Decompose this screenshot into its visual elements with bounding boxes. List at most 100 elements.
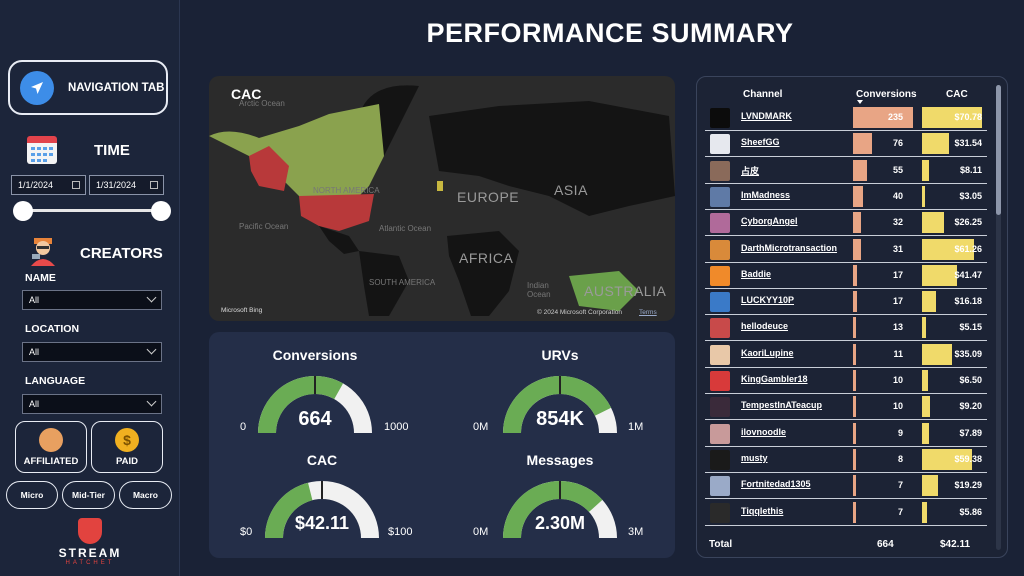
channel-avatar xyxy=(710,239,730,260)
channel-name[interactable]: DarthMicrotransaction xyxy=(741,242,838,253)
table-row[interactable]: CyborgAngel 32 $26.25 xyxy=(705,210,987,237)
cac-bar xyxy=(922,422,929,444)
cac-value: $35.09 xyxy=(954,348,982,359)
location-filter-dropdown[interactable]: All xyxy=(22,342,162,362)
table-row[interactable]: ilovnoodle 9 $7.89 xyxy=(705,421,987,447)
tier-micro-button[interactable]: Micro xyxy=(6,481,58,509)
column-header-conversions[interactable]: Conversions xyxy=(856,89,917,100)
map-label-europe: EUROPE xyxy=(457,189,520,205)
name-filter-dropdown[interactable]: All xyxy=(22,290,162,310)
channel-name[interactable]: ilovnoodle xyxy=(741,426,786,437)
channel-name[interactable]: hellodeuce xyxy=(741,321,789,332)
map-label-arctic: Arctic Ocean xyxy=(239,99,285,108)
tier-mid-tier-button[interactable]: Mid-Tier xyxy=(62,481,115,509)
dollar-coin-icon: $ xyxy=(115,428,139,452)
cac-bar xyxy=(922,501,927,523)
conversions-bar xyxy=(853,501,856,523)
navigation-tab-button[interactable]: NAVIGATION TAB xyxy=(8,60,168,115)
channel-name[interactable]: LUCKYY10P xyxy=(741,295,795,306)
creator-avatar-icon xyxy=(28,234,58,266)
channel-name[interactable]: Baddie xyxy=(741,268,772,279)
table-row[interactable]: Fortnitedad1305 7 $19.29 xyxy=(705,473,987,500)
language-filter-dropdown[interactable]: All xyxy=(22,394,162,414)
affiliated-label: AFFILIATED xyxy=(23,456,79,467)
channel-name[interactable]: musty xyxy=(741,452,768,463)
cac-bar xyxy=(922,475,939,497)
table-row[interactable]: SheefGG 76 $31.54 xyxy=(705,131,987,158)
slider-end-handle[interactable] xyxy=(151,201,171,221)
cac-bar xyxy=(922,133,949,155)
slider-start-handle[interactable] xyxy=(13,201,33,221)
channel-name[interactable]: CyborgAngel xyxy=(741,216,798,227)
conversions-value: 31 xyxy=(892,243,903,254)
messages-gauge-value: 2.30M xyxy=(534,513,586,533)
urvs-gauge-title: URVs xyxy=(541,347,579,363)
table-scrollbar[interactable] xyxy=(996,85,1001,550)
table-row[interactable]: LUCKYY10P 17 $16.18 xyxy=(705,289,987,316)
channel-name[interactable]: KingGambler18 xyxy=(741,374,808,384)
map-label-south-america: SOUTH AMERICA xyxy=(369,278,436,287)
table-row[interactable]: TempestInATeacup 10 $9.20 xyxy=(705,394,987,421)
affiliated-button[interactable]: AFFILIATED xyxy=(15,421,87,473)
end-date-value: 1/31/2024 xyxy=(96,180,137,190)
channel-name[interactable]: KaoriLupine xyxy=(741,347,794,358)
cac-gauge-value: $42.11 xyxy=(294,513,350,533)
table-row[interactable]: DarthMicrotransaction 31 $61.26 xyxy=(705,237,987,263)
cac-value: $3.05 xyxy=(959,190,982,201)
conversions-bar xyxy=(853,422,856,444)
channel-name[interactable]: 占皮 xyxy=(741,165,760,176)
handshake-icon xyxy=(39,428,63,452)
table-row[interactable]: LVNDMARK 235 $70.78 xyxy=(705,105,987,131)
conversions-gauge-min: 0 xyxy=(240,421,247,433)
table-row[interactable]: musty 8 $59.38 xyxy=(705,447,987,473)
cac-bar xyxy=(922,238,974,260)
conversions-value: 8 xyxy=(897,453,903,464)
cac-value: $41.47 xyxy=(954,269,982,280)
channel-avatar xyxy=(710,423,730,444)
bing-attribution: Microsoft Bing xyxy=(221,307,263,314)
channel-name[interactable]: TempestInATeacup xyxy=(741,400,823,411)
tier-macro-button[interactable]: Macro xyxy=(119,481,172,509)
cac-map[interactable]: CAC Arctic Ocean NORTH AMERICA EUROPE AS… xyxy=(209,76,675,321)
paid-button[interactable]: $ PAID xyxy=(91,421,163,473)
cac-bar xyxy=(922,159,929,181)
column-header-channel[interactable]: Channel xyxy=(743,89,783,100)
location-filter-value: All xyxy=(29,347,40,357)
cac-bar xyxy=(922,396,930,418)
channel-name[interactable]: Tiqqlethis xyxy=(741,505,784,516)
table-row[interactable]: Tiqqlethis 7 $5.86 xyxy=(705,500,987,526)
channel-name[interactable]: Fortnitedad1305 xyxy=(741,479,811,490)
column-header-cac[interactable]: CAC xyxy=(946,89,968,100)
gauges-svg xyxy=(258,376,617,539)
language-filter-label: LANGUAGE xyxy=(25,375,86,387)
cac-value: $5.15 xyxy=(959,322,982,333)
cac-bar xyxy=(922,185,925,207)
channel-avatar xyxy=(710,292,730,313)
table-row[interactable]: hellodeuce 13 $5.15 xyxy=(705,315,987,342)
date-picker-icon[interactable] xyxy=(72,181,80,189)
conversions-gauge-title: Conversions xyxy=(272,347,358,363)
channel-name[interactable]: ImMadness xyxy=(741,189,791,200)
table-row[interactable]: Baddie 17 $41.47 xyxy=(705,263,987,289)
end-date-input[interactable]: 1/31/2024 xyxy=(89,175,164,195)
table-row[interactable]: 占皮 55 $8.11 xyxy=(705,158,987,184)
cac-bar xyxy=(922,343,952,365)
channel-avatar xyxy=(710,318,730,339)
date-picker-icon[interactable] xyxy=(150,181,158,189)
table-row[interactable]: ImMadness 40 $3.05 xyxy=(705,184,987,210)
channel-name[interactable]: LVNDMARK xyxy=(741,111,792,121)
start-date-input[interactable]: 1/1/2024 xyxy=(11,175,86,195)
cac-gauge-max: $100 xyxy=(388,526,413,538)
cac-bar xyxy=(922,291,936,313)
gauge-fill xyxy=(503,481,603,539)
chevron-down-icon xyxy=(146,292,157,303)
map-terms-link[interactable]: Terms xyxy=(639,309,657,316)
conversions-gauge-value: 664 xyxy=(298,408,332,430)
scrollbar-thumb[interactable] xyxy=(996,85,1001,215)
table-row[interactable]: KaoriLupine 11 $35.09 xyxy=(705,342,987,368)
channel-avatar xyxy=(710,186,730,207)
channel-name[interactable]: SheefGG xyxy=(741,137,780,148)
table-row[interactable]: KingGambler18 10 $6.50 xyxy=(705,368,987,394)
date-range-slider[interactable] xyxy=(22,209,162,212)
cac-value: $9.20 xyxy=(959,401,982,412)
